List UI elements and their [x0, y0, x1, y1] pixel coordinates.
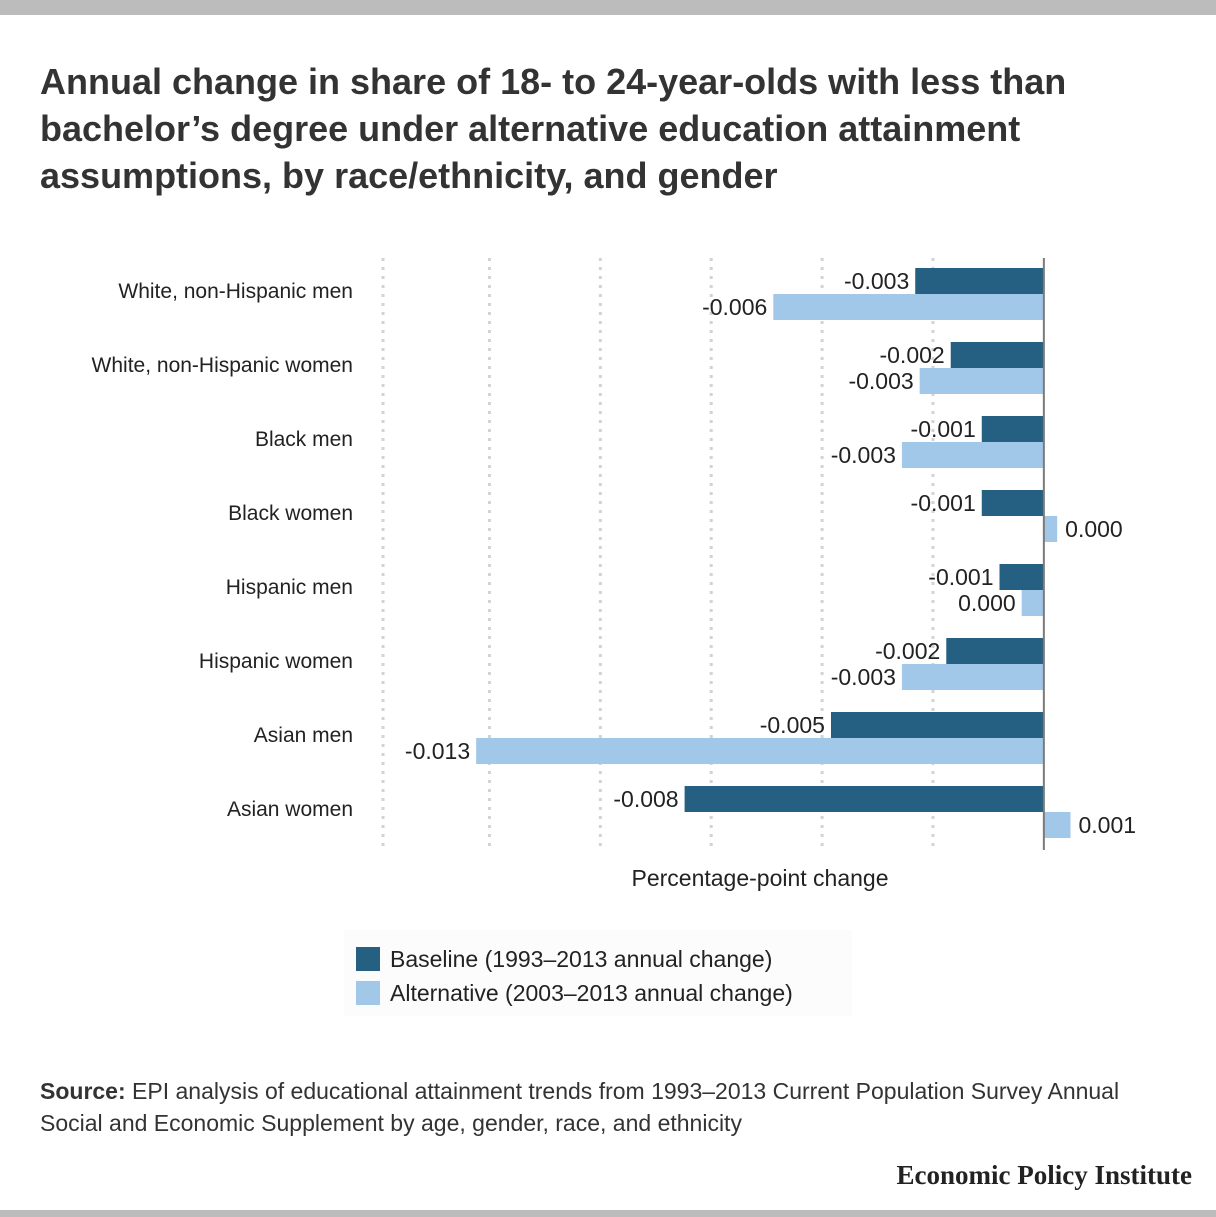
bar-baseline: [999, 564, 1044, 590]
labels: White, non-Hispanic men -0.003 -0.006 White…: [92, 268, 1136, 838]
bar-baseline: [981, 490, 1044, 516]
bar-baseline: [684, 786, 1044, 812]
legend-label-baseline: Baseline (1993–2013 annual change): [390, 945, 773, 972]
bar-chart: White, non-Hispanic men -0.003 -0.006 White…: [92, 258, 1136, 891]
category-label: Black men: [255, 428, 353, 451]
data-label: -0.001: [928, 564, 993, 590]
bars: [476, 268, 1071, 838]
top-rule: [0, 0, 1216, 15]
data-label: -0.001: [911, 490, 976, 516]
x-axis-label: Percentage-point change: [631, 865, 888, 891]
category-label: Asian men: [254, 724, 353, 747]
bottom-rule: [0, 1210, 1216, 1217]
data-label: -0.003: [844, 268, 909, 294]
data-label: -0.013: [405, 738, 470, 764]
bar-alternative: [773, 294, 1044, 320]
category-label: White, non-Hispanic women: [92, 354, 353, 377]
legend-item-baseline: Baseline (1993–2013 annual change): [356, 944, 772, 974]
data-label: -0.003: [848, 368, 913, 394]
bar-baseline: [830, 712, 1044, 738]
brand-logo-text: Economic Policy Institute: [896, 1160, 1192, 1190]
bar-baseline: [950, 342, 1044, 368]
data-label: -0.003: [831, 442, 896, 468]
chart-title: Annual change in share of 18- to 24-year…: [40, 61, 1067, 196]
data-label: -0.001: [911, 416, 976, 442]
legend-item-alternative: Alternative (2003–2013 annual change): [356, 978, 793, 1008]
bar-alternative: [1043, 812, 1071, 838]
data-label: -0.003: [831, 664, 896, 690]
category-label: Asian women: [227, 798, 353, 821]
data-label: -0.002: [879, 342, 944, 368]
legend: Baseline (1993–2013 annual change) Alter…: [344, 930, 852, 1016]
legend-swatch-alternative: [356, 981, 380, 1005]
category-label: Hispanic women: [199, 650, 353, 673]
legend-swatch-baseline: [356, 947, 380, 971]
bar-alternative: [1021, 590, 1044, 616]
data-label: 0.000: [958, 590, 1016, 616]
bar-baseline: [946, 638, 1044, 664]
bar-baseline: [915, 268, 1044, 294]
data-label: -0.006: [702, 294, 767, 320]
legend-label-alternative: Alternative (2003–2013 annual change): [390, 979, 793, 1006]
data-label: -0.008: [613, 786, 678, 812]
category-label: White, non-Hispanic men: [118, 280, 353, 303]
source-text: EPI analysis of educational attainment t…: [40, 1078, 1120, 1136]
bar-alternative: [901, 442, 1044, 468]
bar-baseline: [981, 416, 1044, 442]
category-label: Hispanic men: [226, 576, 353, 599]
bar-alternative: [901, 664, 1044, 690]
data-label: 0.000: [1065, 516, 1123, 542]
bar-alternative: [476, 738, 1044, 764]
category-label: Black women: [228, 502, 353, 525]
source-label: Source:: [40, 1078, 126, 1104]
data-label: -0.005: [760, 712, 825, 738]
data-label: -0.002: [875, 638, 940, 664]
bar-alternative: [919, 368, 1044, 394]
source-note: Source: EPI analysis of educational atta…: [40, 1075, 1180, 1139]
data-label: 0.001: [1078, 812, 1136, 838]
bar-alternative: [1043, 516, 1058, 542]
